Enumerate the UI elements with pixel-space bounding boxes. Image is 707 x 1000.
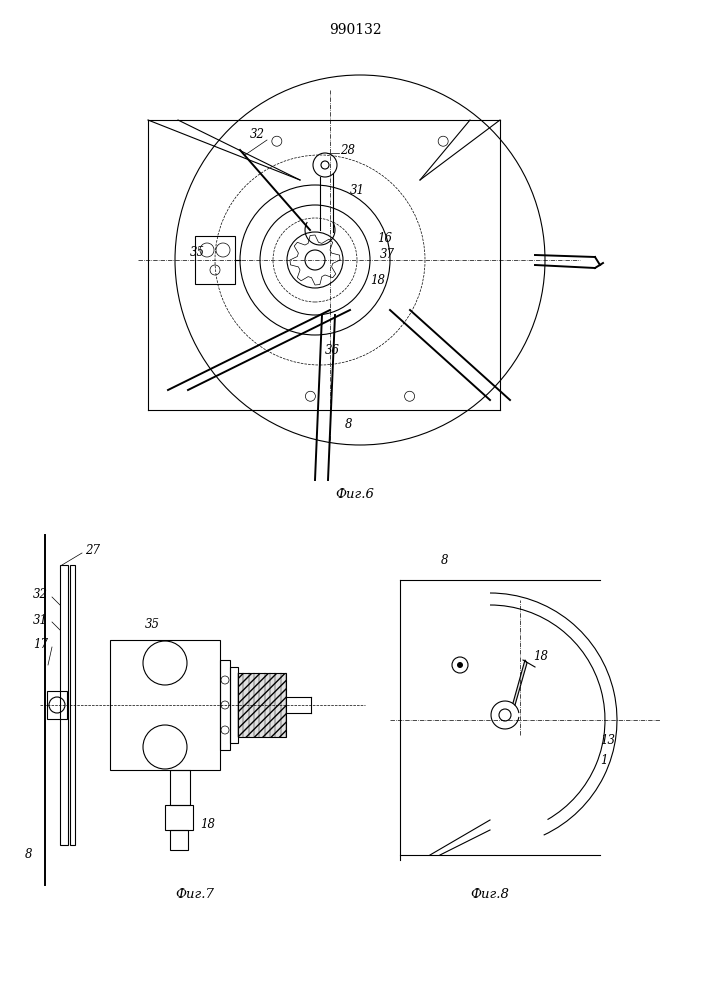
Bar: [110, 640, 220, 770]
Text: 18: 18: [370, 273, 385, 286]
Text: 31: 31: [33, 613, 48, 626]
Text: 31: 31: [350, 184, 365, 196]
Text: 32: 32: [33, 588, 48, 601]
Bar: [47, 691, 67, 719]
Text: 16: 16: [377, 232, 392, 244]
Text: 13: 13: [600, 734, 615, 746]
Text: 37: 37: [380, 248, 395, 261]
Text: Фиг.6: Фиг.6: [336, 488, 375, 502]
Text: 32: 32: [250, 128, 265, 141]
Text: 35: 35: [190, 245, 205, 258]
Circle shape: [457, 662, 463, 668]
Text: 28: 28: [340, 143, 355, 156]
Bar: [165, 805, 193, 830]
Text: 35: 35: [145, 618, 160, 632]
Text: 8: 8: [345, 418, 353, 432]
Bar: [230, 667, 238, 743]
Text: 8: 8: [441, 554, 449, 566]
Text: Фиг.7: Фиг.7: [175, 888, 214, 902]
Text: 17: 17: [33, 639, 48, 652]
Bar: [220, 660, 230, 750]
Bar: [60, 565, 68, 845]
Text: 18: 18: [200, 818, 215, 832]
Bar: [170, 770, 190, 805]
Text: Фиг.8: Фиг.8: [471, 888, 510, 902]
Bar: [195, 236, 235, 284]
Polygon shape: [513, 660, 527, 705]
Bar: [238, 673, 286, 737]
Text: 18: 18: [533, 650, 548, 664]
Text: 27: 27: [85, 544, 100, 556]
Text: 1: 1: [600, 754, 607, 766]
Bar: [70, 565, 75, 845]
Bar: [170, 830, 188, 850]
Text: 990132: 990132: [329, 23, 381, 37]
Text: 36: 36: [325, 344, 340, 357]
Text: 8: 8: [25, 848, 32, 861]
